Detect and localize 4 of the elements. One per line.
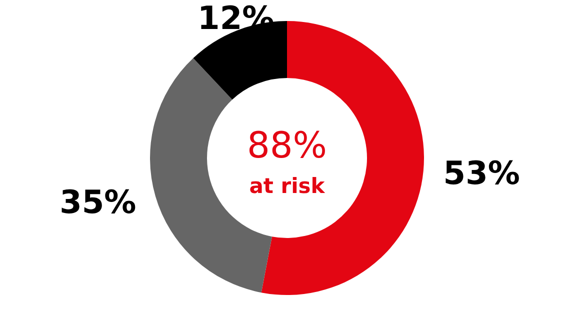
data-label: 35%	[60, 182, 136, 221]
text: at risk	[249, 174, 326, 198]
text: 88%	[246, 126, 328, 166]
data-label: 53%	[443, 154, 520, 192]
